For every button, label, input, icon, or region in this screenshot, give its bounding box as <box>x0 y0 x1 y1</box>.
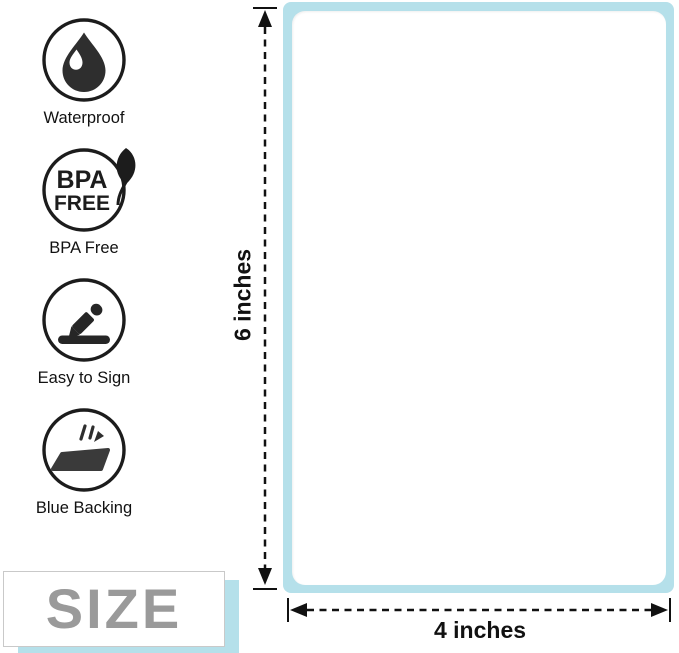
size-badge: SIZE <box>3 571 225 647</box>
feature-label-easy-to-sign: Easy to Sign <box>37 369 131 387</box>
feature-bpa-free: BPA FREE BPA Free <box>0 147 168 258</box>
feature-label-waterproof: Waterproof <box>43 109 125 127</box>
feature-label-blue-backing: Blue Backing <box>35 499 133 517</box>
pencil-sign-icon <box>42 278 126 362</box>
height-dimension-arrow <box>253 7 277 590</box>
feature-label-bpa-free: BPA Free <box>49 239 119 257</box>
label-sheet-backing <box>283 2 674 593</box>
height-dimension-label: 6 inches <box>229 248 256 342</box>
width-dimension-label: 4 inches <box>433 617 527 643</box>
label-sheet-front <box>292 11 666 585</box>
bpa-icon-text-line1: BPA <box>57 166 108 194</box>
label-backing-icon <box>42 408 126 492</box>
feature-easy-to-sign: Easy to Sign <box>0 277 168 388</box>
width-dimension-arrow <box>287 598 671 622</box>
leaf-icon <box>116 148 136 184</box>
bpa-icon-text-line2: FREE <box>54 192 110 215</box>
bpa-free-icon: BPA FREE <box>42 148 136 232</box>
size-badge-label: SIZE <box>45 577 183 640</box>
water-drop-icon <box>42 18 126 102</box>
feature-waterproof: Waterproof <box>0 17 168 128</box>
feature-blue-backing: Blue Backing <box>0 407 168 518</box>
